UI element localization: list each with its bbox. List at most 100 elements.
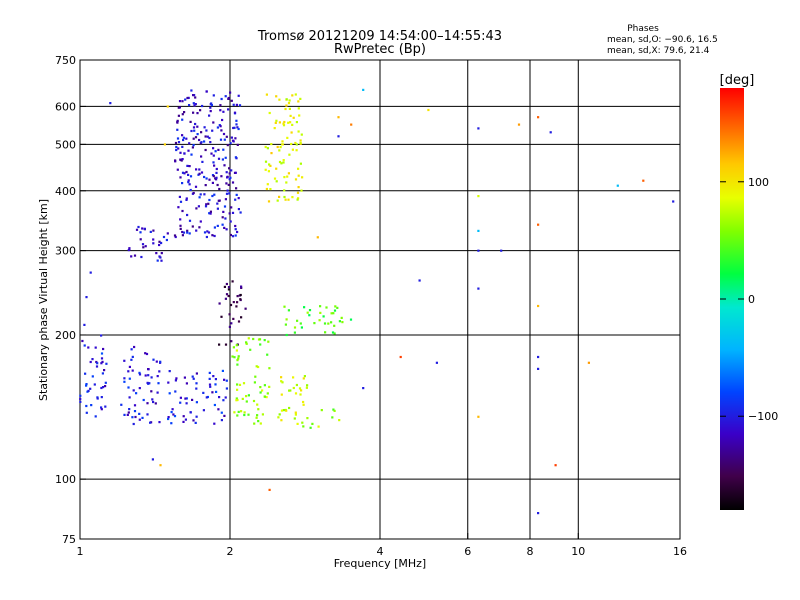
phase-point — [203, 126, 206, 129]
phase-point — [192, 419, 195, 422]
phase-point — [222, 110, 225, 113]
phase-point — [263, 384, 266, 387]
phase-point — [130, 348, 133, 351]
phase-point — [243, 411, 246, 414]
phase-point — [294, 93, 297, 96]
phase-point — [94, 346, 97, 349]
phase-point — [299, 97, 302, 100]
stats-line-x: mean, sd,X: 79.6, 21.4 — [607, 46, 710, 56]
phase-point — [100, 357, 104, 360]
phase-point — [333, 332, 336, 335]
phase-point — [318, 319, 321, 322]
phase-point — [224, 198, 227, 201]
phase-point — [257, 408, 260, 411]
phase-point — [289, 121, 292, 124]
phase-point — [213, 422, 216, 425]
phase-point — [217, 157, 221, 160]
phase-point — [102, 347, 105, 351]
phase-point — [213, 403, 216, 407]
phase-point — [195, 401, 198, 404]
phase-point — [211, 391, 214, 394]
phase-point — [223, 164, 226, 167]
phase-point — [90, 404, 93, 407]
phase-point — [266, 353, 269, 356]
phase-point — [331, 416, 334, 419]
phase-point — [237, 208, 240, 211]
phase-point — [229, 220, 232, 223]
phase-point — [212, 175, 215, 178]
phase-point — [235, 119, 238, 122]
phase-point — [105, 362, 108, 365]
phase-point — [91, 375, 94, 378]
phase-point — [293, 326, 297, 329]
phase-point — [104, 405, 107, 408]
colorbar-ticks: 100 0 −100 — [720, 176, 778, 423]
phase-point — [143, 227, 146, 230]
phase-point — [399, 355, 402, 359]
phase-point — [152, 242, 155, 245]
phase-point — [179, 227, 182, 230]
phase-point — [280, 380, 283, 383]
phase-point — [187, 96, 190, 99]
phase-point — [286, 175, 289, 178]
phase-point — [293, 417, 296, 420]
phase-point — [209, 385, 212, 388]
phase-point — [235, 344, 238, 347]
phase-point — [158, 240, 161, 243]
phase-point — [214, 177, 217, 180]
phase-point — [172, 413, 175, 416]
phase-point — [79, 397, 82, 401]
phase-point — [186, 164, 189, 167]
phase-point — [263, 395, 266, 398]
phase-point — [191, 146, 194, 149]
phase-point — [144, 374, 147, 377]
phase-point — [340, 316, 343, 319]
phase-point — [193, 129, 196, 132]
colorbar-label: [deg] — [720, 73, 755, 88]
phase-point — [123, 413, 126, 416]
phase-point — [221, 223, 224, 226]
x-axis-label: Frequency [MHz] — [334, 557, 426, 570]
phase-point — [230, 206, 233, 209]
phase-point — [157, 382, 160, 385]
phase-point — [211, 194, 214, 198]
phase-point — [181, 171, 185, 174]
phase-point — [252, 399, 256, 403]
phase-point — [140, 255, 143, 259]
phase-point — [138, 412, 141, 415]
phase-point — [194, 96, 197, 99]
phase-point — [235, 305, 238, 308]
phase-point — [194, 185, 198, 188]
phase-point — [195, 387, 198, 390]
phase-point — [176, 137, 180, 140]
phase-point — [208, 178, 211, 181]
phase-point — [223, 285, 226, 288]
phase-point — [132, 389, 135, 392]
phase-point — [210, 102, 213, 105]
phase-point — [204, 205, 208, 208]
phase-point — [319, 311, 322, 314]
phase-point — [225, 387, 228, 390]
phase-point — [135, 392, 138, 395]
phase-point — [259, 422, 262, 425]
phase-point — [133, 410, 137, 413]
phase-point — [196, 125, 199, 128]
phase-point — [173, 415, 177, 418]
phase-point — [222, 399, 225, 402]
phase-point — [212, 154, 215, 157]
grid-lines — [80, 60, 680, 539]
phase-point — [330, 312, 333, 315]
phase-point — [183, 172, 186, 175]
phase-point — [341, 321, 344, 324]
phase-point — [236, 363, 239, 366]
phase-point — [332, 408, 335, 411]
phase-point — [270, 152, 273, 155]
phase-point — [306, 417, 309, 420]
phase-point — [195, 415, 198, 418]
phase-point — [232, 301, 235, 304]
phase-point — [135, 228, 139, 231]
phase-point — [188, 142, 191, 145]
phase-point — [297, 197, 300, 200]
phase-point — [209, 210, 212, 213]
phase-point — [168, 392, 171, 395]
